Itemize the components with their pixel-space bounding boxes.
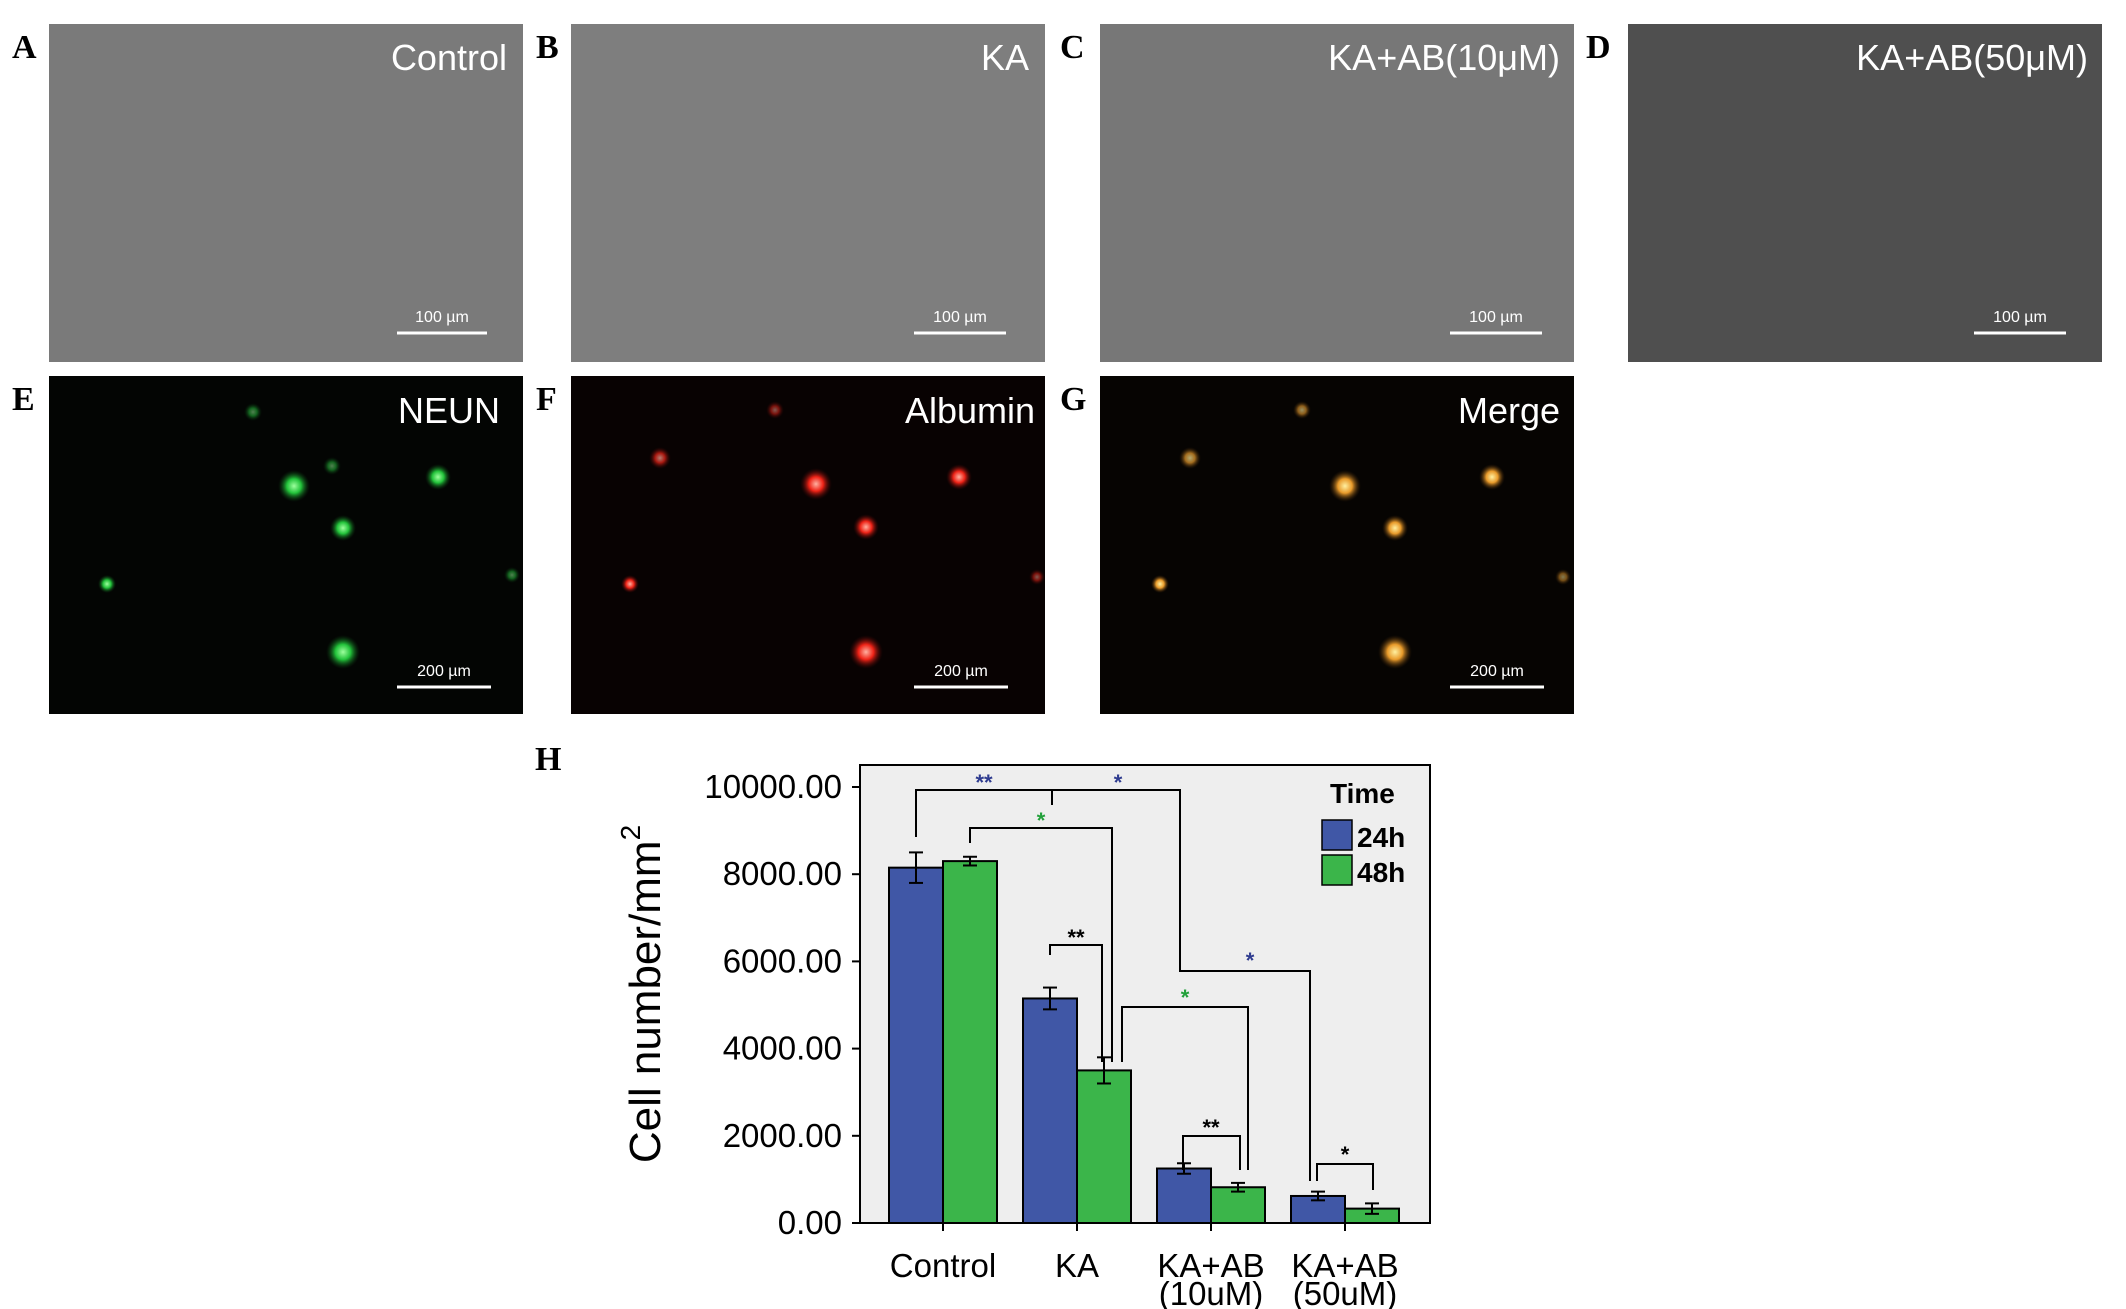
y-tick-label: 4000.00	[723, 1030, 842, 1067]
scale-label: 100 µm	[933, 309, 987, 326]
micrograph-ka-ab-10	[1100, 24, 1574, 362]
bars	[888, 851, 1400, 1225]
panel-letter-h: H	[535, 741, 561, 778]
panel-title-control: Control	[391, 37, 507, 78]
scale-label: 200 µm	[417, 663, 471, 680]
panel-title-ka: KA	[981, 37, 1029, 78]
panel-letter-a: A	[12, 29, 37, 66]
panel-letter-f: F	[536, 381, 557, 418]
y-tick-label: 2000.00	[723, 1117, 842, 1154]
x-axis: Control KA KA+AB(10uM)KA+AB(50uM)	[890, 1223, 1399, 1309]
legend: Time 24h 48h	[1321, 778, 1405, 888]
significance-mark: **	[1067, 925, 1085, 950]
panel-title-neun: NEUN	[398, 390, 500, 431]
significance-mark: *	[1246, 948, 1255, 973]
panel-h-chart: H 0.00 2000.00 4000.00 6000.00 8000.00 10000.…	[535, 741, 1431, 1309]
panel-b: B KA 100 µm	[536, 24, 1045, 362]
panel-d: D KA+AB(50μM) 100 µm	[1586, 24, 2102, 362]
bracket-line	[1049, 944, 1103, 1062]
panel-g: G Merge 200 µm	[1060, 376, 1574, 714]
bar-48h-2	[1210, 1186, 1266, 1225]
panel-title-merge: Merge	[1458, 390, 1560, 431]
panel-c: C KA+AB(10μM) 100 µm	[1060, 24, 1574, 362]
y-tick-label: 0.00	[778, 1204, 842, 1241]
significance-mark: **	[1202, 1115, 1220, 1140]
y-tick-label: 10000.00	[704, 768, 842, 805]
y-axis: 0.00 2000.00 4000.00 6000.00 8000.00 10000.00	[704, 768, 860, 1241]
panel-f: F Albumin 200 µm	[536, 376, 1045, 714]
x-tick-sublabel: (50uM)	[1293, 1275, 1398, 1309]
panel-e: E NEUN 200 µm	[12, 376, 523, 714]
panel-a: A Control 100 µm	[12, 24, 523, 362]
micrograph-ka-ab-50	[1628, 24, 2102, 362]
scale-label: 100 µm	[1469, 309, 1523, 326]
significance-mark: *	[1037, 808, 1046, 833]
bracket-line	[915, 789, 1053, 837]
bracket-line	[969, 827, 1113, 1062]
panel-letter-c: C	[1060, 29, 1085, 66]
significance-brackets: ** *********	[915, 770, 1374, 1190]
y-tick-label: 6000.00	[723, 942, 842, 979]
panel-letter-g: G	[1060, 381, 1086, 418]
neun-cells	[98, 403, 520, 669]
panel-title-ka-ab-50: KA+AB(50μM)	[1856, 37, 2088, 78]
scale-label: 200 µm	[934, 663, 988, 680]
bracket-line	[1121, 1006, 1249, 1170]
significance-mark: **	[975, 770, 993, 795]
x-tick-label: KA+AB	[1291, 1247, 1398, 1284]
bar-48h-1	[1076, 1069, 1132, 1225]
x-tick-label: KA	[1055, 1247, 1099, 1284]
panel-letter-d: D	[1586, 29, 1611, 66]
scale-label: 100 µm	[415, 309, 469, 326]
legend-label-24h: 24h	[1357, 822, 1405, 853]
panel-letter-e: E	[12, 381, 35, 418]
bar-48h-0	[942, 860, 998, 1224]
bracket-line	[1052, 789, 1181, 954]
fluorescence-albumin	[571, 376, 1045, 714]
panel-title-albumin: Albumin	[905, 390, 1035, 431]
bracket-line	[1182, 1135, 1241, 1170]
bar-24h-1	[1022, 997, 1078, 1225]
merge-cells	[1151, 401, 1571, 669]
legend-swatch-24h	[1321, 819, 1353, 851]
x-tick-label: KA+AB	[1157, 1247, 1264, 1284]
panel-title-ka-ab-10: KA+AB(10μM)	[1328, 37, 1560, 78]
legend-label-48h: 48h	[1357, 857, 1405, 888]
panel-letter-b: B	[536, 29, 559, 66]
bracket-line	[1179, 954, 1311, 1181]
scale-label: 200 µm	[1470, 663, 1524, 680]
x-tick-label: Control	[890, 1247, 996, 1284]
micrograph-control	[49, 24, 523, 362]
bar-24h-2	[1156, 1167, 1212, 1224]
significance-mark: *	[1181, 985, 1190, 1010]
x-tick-sublabel: (10uM)	[1159, 1275, 1264, 1309]
legend-swatch-48h	[1321, 854, 1353, 886]
legend-title: Time	[1330, 778, 1395, 809]
significance-mark: *	[1114, 770, 1123, 795]
scale-label: 100 µm	[1993, 309, 2047, 326]
fluorescence-merge	[1100, 376, 1574, 714]
y-axis-label: Cell number/mm2	[615, 825, 670, 1163]
albumin-cells	[621, 401, 1045, 669]
significance-mark: *	[1341, 1142, 1350, 1167]
y-tick-label: 8000.00	[723, 855, 842, 892]
fluorescence-neun	[49, 376, 523, 714]
micrograph-ka	[571, 24, 1045, 362]
bracket-line	[1316, 1163, 1374, 1190]
bar-24h-0	[888, 866, 944, 1224]
